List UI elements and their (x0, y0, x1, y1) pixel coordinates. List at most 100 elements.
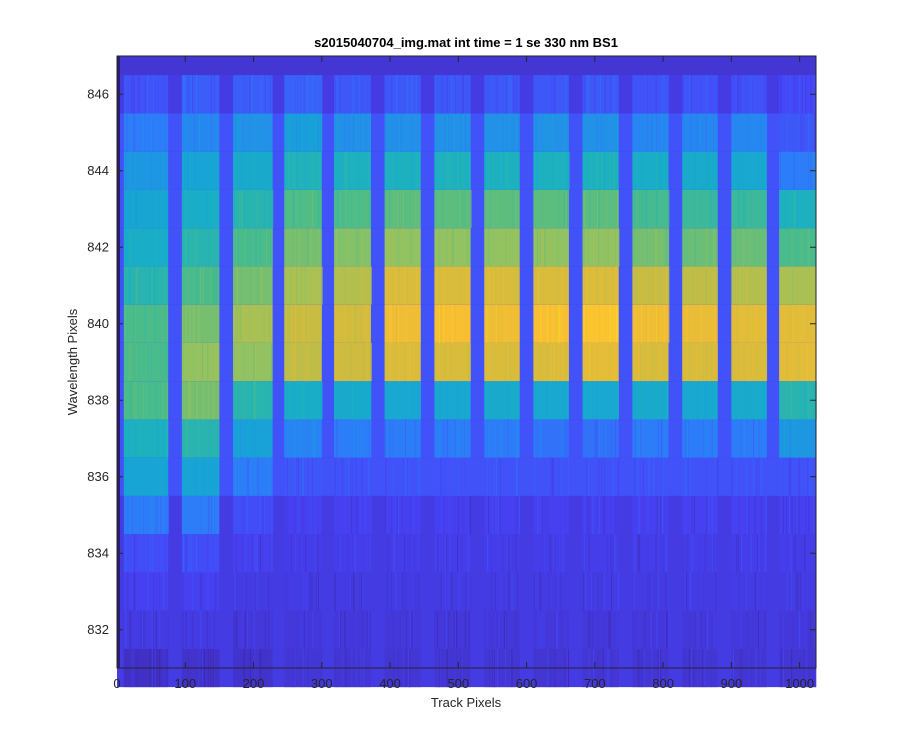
heatmap-streak (151, 610, 153, 649)
heatmap-streak (500, 381, 502, 420)
heatmap-streak (392, 151, 394, 190)
heatmap-streak (288, 151, 290, 190)
heatmap-streak (731, 304, 733, 343)
heatmap-streak (779, 457, 781, 496)
heatmap-streak (336, 419, 338, 458)
heatmap-streak (359, 572, 361, 611)
heatmap-streak (489, 304, 491, 343)
heatmap-streak (697, 304, 699, 343)
y-tick-label: 844 (87, 163, 109, 178)
heatmap-streak (799, 266, 801, 305)
heatmap-streak (547, 113, 549, 152)
heatmap-streak (254, 419, 256, 458)
heatmap-streak (594, 304, 596, 343)
heatmap-streak (167, 610, 169, 649)
heatmap-streak (710, 75, 712, 114)
heatmap-streak (599, 419, 601, 458)
heatmap-streak (706, 266, 708, 305)
heatmap-streak (234, 151, 236, 190)
heatmap-streak (468, 495, 470, 535)
heatmap-streak (543, 266, 545, 305)
heatmap-streak (160, 495, 162, 535)
heatmap-streak (617, 151, 619, 190)
heatmap-streak (158, 75, 160, 114)
heatmap-streak (586, 75, 588, 114)
heatmap-streak (805, 381, 807, 420)
heatmap-streak (311, 189, 313, 229)
heatmap-streak (387, 419, 389, 458)
heatmap-streak (127, 266, 129, 305)
heatmap-streak (617, 572, 619, 611)
heatmap-streak (313, 534, 315, 573)
heatmap-streak (646, 113, 648, 152)
heatmap-streak (613, 342, 615, 382)
heatmap-streak (352, 419, 354, 458)
heatmap-streak (127, 381, 129, 420)
heatmap-streak (685, 75, 687, 114)
heatmap-streak (451, 304, 453, 343)
heatmap-streak (363, 228, 365, 267)
heatmap-streak (338, 228, 340, 267)
heatmap-streak (690, 534, 692, 573)
heatmap-streak (491, 304, 493, 343)
heatmap-streak (310, 228, 312, 267)
heatmap-streak (435, 342, 437, 382)
heatmap-streak (410, 610, 412, 649)
heatmap-streak (242, 381, 244, 420)
heatmap-streak (163, 419, 165, 458)
heatmap-streak (595, 419, 597, 458)
heatmap-streak (391, 457, 393, 496)
heatmap-streak (414, 534, 416, 573)
heatmap-streak (416, 113, 418, 152)
heatmap-streak (458, 419, 460, 458)
heatmap-streak (495, 304, 497, 343)
heatmap-streak (717, 457, 719, 496)
heatmap-streak (793, 75, 795, 114)
heatmap-streak (160, 151, 162, 190)
heatmap-streak (152, 304, 154, 343)
heatmap-streak (238, 457, 240, 496)
heatmap-streak (693, 304, 695, 343)
heatmap-streak (647, 495, 649, 535)
heatmap-streak (661, 419, 663, 458)
heatmap-streak (567, 419, 569, 458)
heatmap-streak (404, 266, 406, 305)
heatmap-streak (439, 534, 441, 573)
x-tick-label: 900 (721, 676, 743, 691)
heatmap-streak (138, 75, 140, 114)
heatmap-streak (299, 534, 301, 573)
heatmap-cell (731, 419, 767, 458)
heatmap-streak (642, 495, 644, 535)
heatmap-streak (195, 75, 197, 114)
heatmap-streak (805, 75, 807, 114)
heatmap-streak (157, 151, 159, 190)
heatmap-streak (334, 266, 336, 305)
heatmap-streak (640, 342, 642, 382)
heatmap-streak (183, 342, 185, 382)
heatmap-streak (124, 304, 126, 343)
heatmap-streak (514, 572, 516, 611)
heatmap-streak (548, 304, 550, 343)
heatmap-streak (394, 266, 396, 305)
heatmap-streak (397, 151, 399, 190)
heatmap-streak (268, 304, 270, 343)
heatmap-streak (352, 304, 354, 343)
heatmap-streak (385, 113, 387, 152)
heatmap-streak (208, 381, 210, 420)
heatmap-streak (783, 189, 785, 229)
heatmap-streak (385, 75, 387, 114)
heatmap-streak (437, 266, 439, 305)
heatmap-streak (690, 381, 692, 420)
heatmap-cell (682, 457, 718, 496)
heatmap-streak (589, 610, 591, 649)
heatmap-streak (211, 419, 213, 458)
heatmap-streak (594, 266, 596, 305)
heatmap-streak (135, 228, 137, 267)
heatmap-streak (551, 381, 553, 420)
heatmap-streak (131, 189, 133, 229)
heatmap-streak (547, 151, 549, 190)
heatmap-streak (369, 610, 371, 649)
heatmap-streak (655, 304, 657, 343)
heatmap-streak (150, 342, 152, 382)
heatmap-streak (335, 75, 337, 114)
